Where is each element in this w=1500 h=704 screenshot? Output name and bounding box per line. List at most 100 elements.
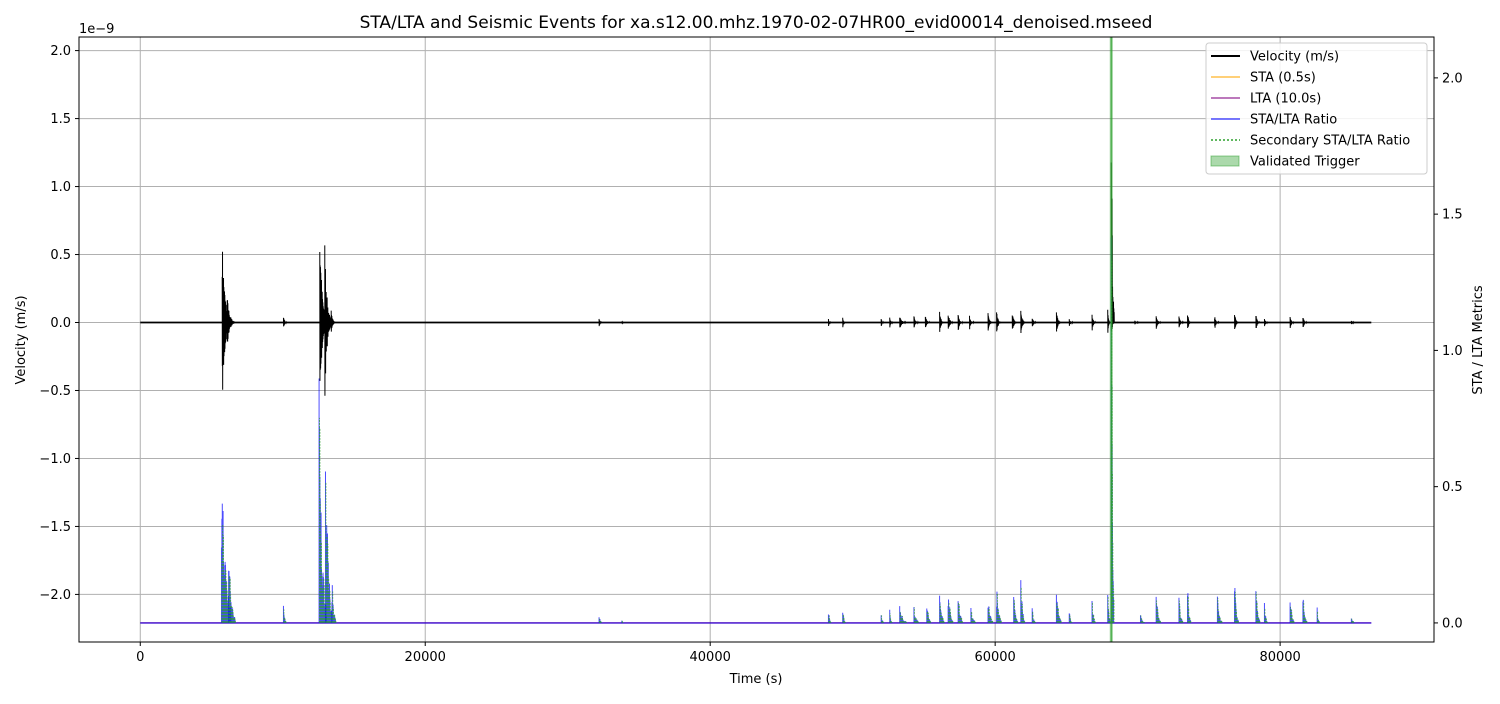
secondary-ratio-spike: [598, 618, 603, 623]
left-tick-label: 1.0: [50, 180, 71, 195]
velocity-burst: [324, 245, 332, 396]
secondary-ratio-spike: [889, 613, 893, 623]
secondary-ratio-spike: [948, 601, 954, 623]
secondary-ratio-spike: [1091, 602, 1096, 623]
secondary-ratio-spike: [842, 614, 846, 623]
velocity-burst: [1091, 314, 1097, 331]
velocity-burst: [1234, 315, 1239, 330]
velocity-burst: [1055, 312, 1062, 332]
right-axis-ticks: 2.0 1.5 1.0 0.5 0.0: [1434, 71, 1463, 631]
velocity-burst: [1178, 316, 1184, 328]
velocity-burst: [1134, 320, 1140, 325]
velocity-burst: [330, 310, 336, 332]
velocity-burst: [226, 300, 235, 342]
secondary-ratio-spike: [283, 609, 287, 623]
x-tick-label: 20000: [405, 650, 446, 665]
x-axis-label: Time (s): [729, 672, 783, 687]
x-tick-label: 80000: [1259, 650, 1300, 665]
velocity-burst: [1263, 318, 1268, 327]
legend: Velocity (m/s) STA (0.5s) LTA (10.0s) STA/L…: [1205, 42, 1428, 175]
secondary-ratio-spike: [1217, 597, 1223, 623]
left-axis-offset-label: 1e−9: [79, 22, 114, 37]
left-axis-ticks: 2.0 1.5 1.0 0.5 0.0 −0.5 −1.0 −1.5 −2.0: [39, 44, 79, 603]
secondary-ratio-spike: [1056, 602, 1062, 623]
ratio-plot: [140, 237, 1372, 624]
velocity-burst: [1187, 315, 1192, 328]
secondary-ratio-spike: [926, 611, 932, 623]
left-tick-label: −2.0: [39, 588, 71, 603]
secondary-ratio-spike: [621, 620, 625, 623]
velocity-burst: [889, 317, 894, 328]
secondary-ratio-spike: [1351, 618, 1356, 623]
secondary-ratio-spike: [970, 612, 977, 623]
secondary-ratio-spike: [1156, 600, 1162, 623]
velocity-plot: [140, 162, 1372, 396]
velocity-burst: [598, 318, 602, 327]
left-tick-label: −1.5: [39, 520, 71, 535]
left-tick-label: −0.5: [39, 384, 71, 399]
velocity-burst: [842, 317, 846, 328]
legend-label: Validated Trigger: [1250, 155, 1360, 170]
right-tick-label: 0.5: [1442, 480, 1463, 495]
secondary-ratio-spike: [1069, 615, 1073, 623]
secondary-ratio-spike: [1302, 601, 1308, 623]
secondary-ratio-spike: [987, 607, 994, 623]
velocity-burst: [899, 317, 907, 328]
secondary-ratio-spike: [958, 602, 964, 623]
secondary-ratio-spike: [1317, 611, 1321, 623]
left-tick-label: −1.0: [39, 452, 71, 467]
velocity-burst: [1020, 310, 1026, 334]
secondary-ratio-spike: [1013, 599, 1019, 623]
secondary-ratio-spike: [1020, 587, 1026, 623]
velocity-burst: [939, 311, 945, 332]
secondary-ratio-spike: [1289, 606, 1295, 623]
left-tick-label: 0.5: [50, 248, 71, 263]
left-tick-label: 1.5: [50, 112, 71, 127]
x-tick-label: 60000: [974, 650, 1015, 665]
secondary-ratio-spike: [828, 615, 832, 623]
velocity-burst: [947, 315, 954, 329]
velocity-burst: [282, 317, 287, 327]
right-tick-label: 0.0: [1442, 616, 1463, 631]
x-axis-ticks: 0 20000 40000 60000 80000: [136, 642, 1301, 665]
secondary-ratio-spike: [1187, 596, 1192, 623]
chart-title: STA/LTA and Seismic Events for xa.s12.00…: [360, 13, 1153, 33]
velocity-burst: [1107, 309, 1111, 333]
left-tick-label: 2.0: [50, 44, 71, 59]
right-axis-label: STA / LTA Metrics: [1471, 285, 1486, 395]
secondary-ratio-spike: [899, 610, 908, 623]
velocity-burst: [1255, 316, 1261, 329]
right-tick-label: 1.5: [1442, 208, 1463, 223]
secondary-ratio-spike: [331, 591, 337, 623]
secondary-ratio-spike: [996, 593, 1002, 623]
secondary-ratio-spike: [939, 603, 945, 623]
velocity-burst: [924, 316, 931, 328]
secondary-ratio-spike: [881, 615, 885, 623]
secondary-ratio-spike: [913, 607, 920, 623]
left-axis-label: Velocity (m/s): [14, 295, 29, 384]
velocity-burst: [1214, 317, 1220, 328]
legend-label: Velocity (m/s): [1250, 50, 1339, 65]
velocity-burst: [1289, 317, 1295, 328]
velocity-burst: [1011, 315, 1018, 329]
x-tick-label: 40000: [690, 650, 731, 665]
velocity-burst: [1068, 319, 1074, 326]
velocity-burst: [1155, 316, 1162, 329]
velocity-burst: [827, 319, 832, 327]
secondary-ratio-spike: [228, 576, 236, 623]
velocity-burst: [913, 316, 919, 328]
secondary-ratio-spike: [1234, 591, 1239, 623]
legend-items: Velocity (m/s) STA (0.5s) LTA (10.0s) STA/L…: [1210, 50, 1410, 170]
x-tick-label: 0: [136, 650, 144, 665]
velocity-burst: [957, 315, 964, 330]
velocity-burst: [621, 320, 624, 325]
velocity-burst: [1031, 318, 1037, 327]
legend-label: STA/LTA Ratio: [1250, 113, 1337, 128]
velocity-burst: [969, 315, 975, 330]
velocity-burst: [996, 312, 1002, 332]
legend-label: LTA (10.0s): [1250, 92, 1321, 107]
secondary-ratio-spike: [1140, 615, 1145, 623]
velocity-burst: [987, 313, 993, 331]
